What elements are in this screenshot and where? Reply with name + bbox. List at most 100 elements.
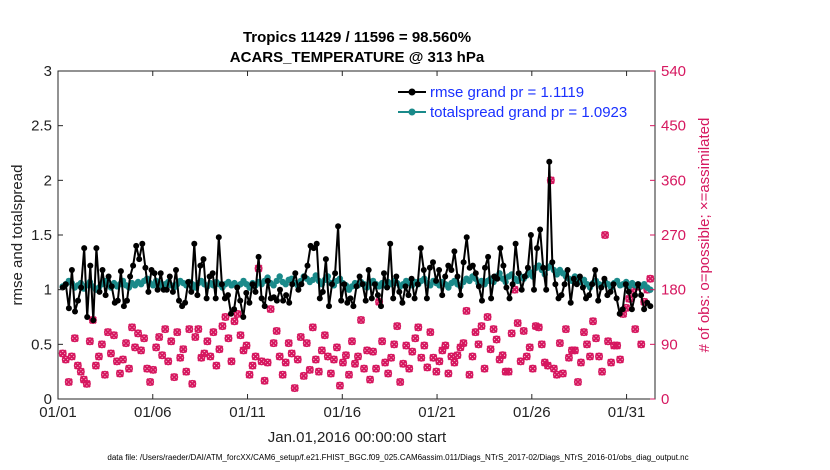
obs-count-point <box>326 369 335 378</box>
y-tick-label: 0.5 <box>31 336 52 353</box>
rmse-point <box>518 286 525 293</box>
obs-count-point <box>260 376 269 385</box>
rmse-point <box>151 270 158 277</box>
obs-count-point <box>140 334 149 343</box>
rmse-point <box>417 245 424 252</box>
obs-count-point <box>426 328 435 337</box>
rmse-point <box>96 288 103 295</box>
y2-tick-label: 450 <box>661 118 686 135</box>
x-tick-label: 01/26 <box>513 404 551 421</box>
rmse-point <box>255 253 262 260</box>
obs-count-point <box>432 367 441 376</box>
obs-count-point <box>450 358 459 367</box>
obs-count-point <box>314 367 323 376</box>
obs-count-point <box>525 343 534 352</box>
obs-count-point <box>161 325 170 334</box>
x-tick-label: 01/16 <box>324 404 362 421</box>
rmse-point <box>613 295 620 302</box>
obs-count-point <box>76 367 85 376</box>
rmse-point <box>387 240 394 247</box>
obs-count-point <box>158 351 167 360</box>
obs-count-point <box>227 357 236 366</box>
y2-tick-label: 90 <box>661 336 678 353</box>
rmse-point <box>576 273 583 280</box>
rmse-point <box>561 281 568 288</box>
rmse-point <box>371 281 378 288</box>
rmse-point <box>65 305 72 312</box>
obs-count-point <box>191 333 200 342</box>
obs-count-point <box>335 381 344 390</box>
obs-count-point <box>492 335 501 344</box>
obs-count-point <box>471 328 480 337</box>
rmse-point <box>157 270 164 277</box>
rmse-point <box>335 223 342 230</box>
obs-count-point <box>236 331 245 340</box>
obs-count-point <box>601 231 610 240</box>
rmse-point <box>249 281 256 288</box>
rmse-point <box>154 286 161 293</box>
rmse-point <box>485 253 492 260</box>
rmse-point <box>197 262 204 269</box>
rmse-point <box>264 277 271 284</box>
rmse-point <box>295 286 302 293</box>
rmse-point <box>457 292 464 299</box>
rmse-point <box>549 259 556 266</box>
rmse-point <box>87 262 94 269</box>
rmse-point <box>246 299 253 306</box>
y2-tick-label: 0 <box>661 391 669 408</box>
obs-count-point <box>284 339 293 348</box>
obs-count-point <box>251 352 260 361</box>
rmse-point <box>234 284 241 291</box>
rmse-point <box>228 310 234 317</box>
y-tick-label: 2.5 <box>31 118 52 135</box>
footer-data-file: data file: /Users/raeder/DAI/ATM_forcXX/… <box>107 453 688 462</box>
rmse-point <box>176 297 182 304</box>
rmse-point <box>102 292 109 299</box>
obs-count-point <box>263 358 272 367</box>
rmse-point <box>329 281 335 288</box>
obs-count-point <box>317 346 326 355</box>
obs-count-point <box>302 339 311 348</box>
obs-count-series <box>58 176 655 393</box>
rmse-point <box>142 264 149 271</box>
rmse-point <box>558 292 565 299</box>
obs-count-point <box>209 328 218 337</box>
legend: rmse grand pr = 1.1119 totalspread grand… <box>393 82 645 124</box>
rmse-point <box>546 158 553 165</box>
rmse-point <box>68 267 75 273</box>
obs-count-point <box>420 341 429 350</box>
totalspread-point <box>312 272 319 279</box>
obs-count-point <box>91 361 100 370</box>
rmse-point <box>381 270 387 277</box>
rmse-point <box>497 245 504 252</box>
rmse-point <box>359 281 366 288</box>
rmse-point <box>225 292 231 299</box>
obs-count-point <box>384 369 393 378</box>
rmse-point <box>81 245 88 252</box>
obs-count-point <box>646 274 655 283</box>
rmse-point <box>628 306 635 313</box>
rmse-point <box>188 288 195 295</box>
y2-tick-label: 540 <box>661 63 686 80</box>
obs-count-point <box>85 337 94 346</box>
rmse-point <box>280 297 287 304</box>
x-tick-label: 01/31 <box>608 404 646 421</box>
obs-count-point <box>305 365 314 374</box>
rmse-point <box>512 240 519 247</box>
rmse-point <box>460 259 467 266</box>
obs-count-point <box>417 353 426 362</box>
obs-count-point <box>115 369 124 378</box>
rmse-point <box>527 232 534 238</box>
rmse-point <box>304 262 311 269</box>
obs-count-point <box>293 355 302 364</box>
rmse-point <box>182 299 189 306</box>
rmse-point <box>215 234 222 241</box>
rmse-point <box>356 273 363 280</box>
rmse-point <box>595 297 602 304</box>
obs-count-point <box>338 358 347 367</box>
rmse-point <box>319 288 326 295</box>
rmse-point <box>579 284 586 291</box>
rmse-point <box>243 289 250 296</box>
rmse-point <box>108 283 115 290</box>
obs-count-point <box>152 343 161 352</box>
